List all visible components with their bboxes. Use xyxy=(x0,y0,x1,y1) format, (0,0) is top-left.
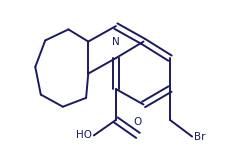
Text: Br: Br xyxy=(194,132,206,141)
Text: N: N xyxy=(112,37,120,47)
Text: HO: HO xyxy=(76,130,91,140)
Text: O: O xyxy=(134,117,142,127)
